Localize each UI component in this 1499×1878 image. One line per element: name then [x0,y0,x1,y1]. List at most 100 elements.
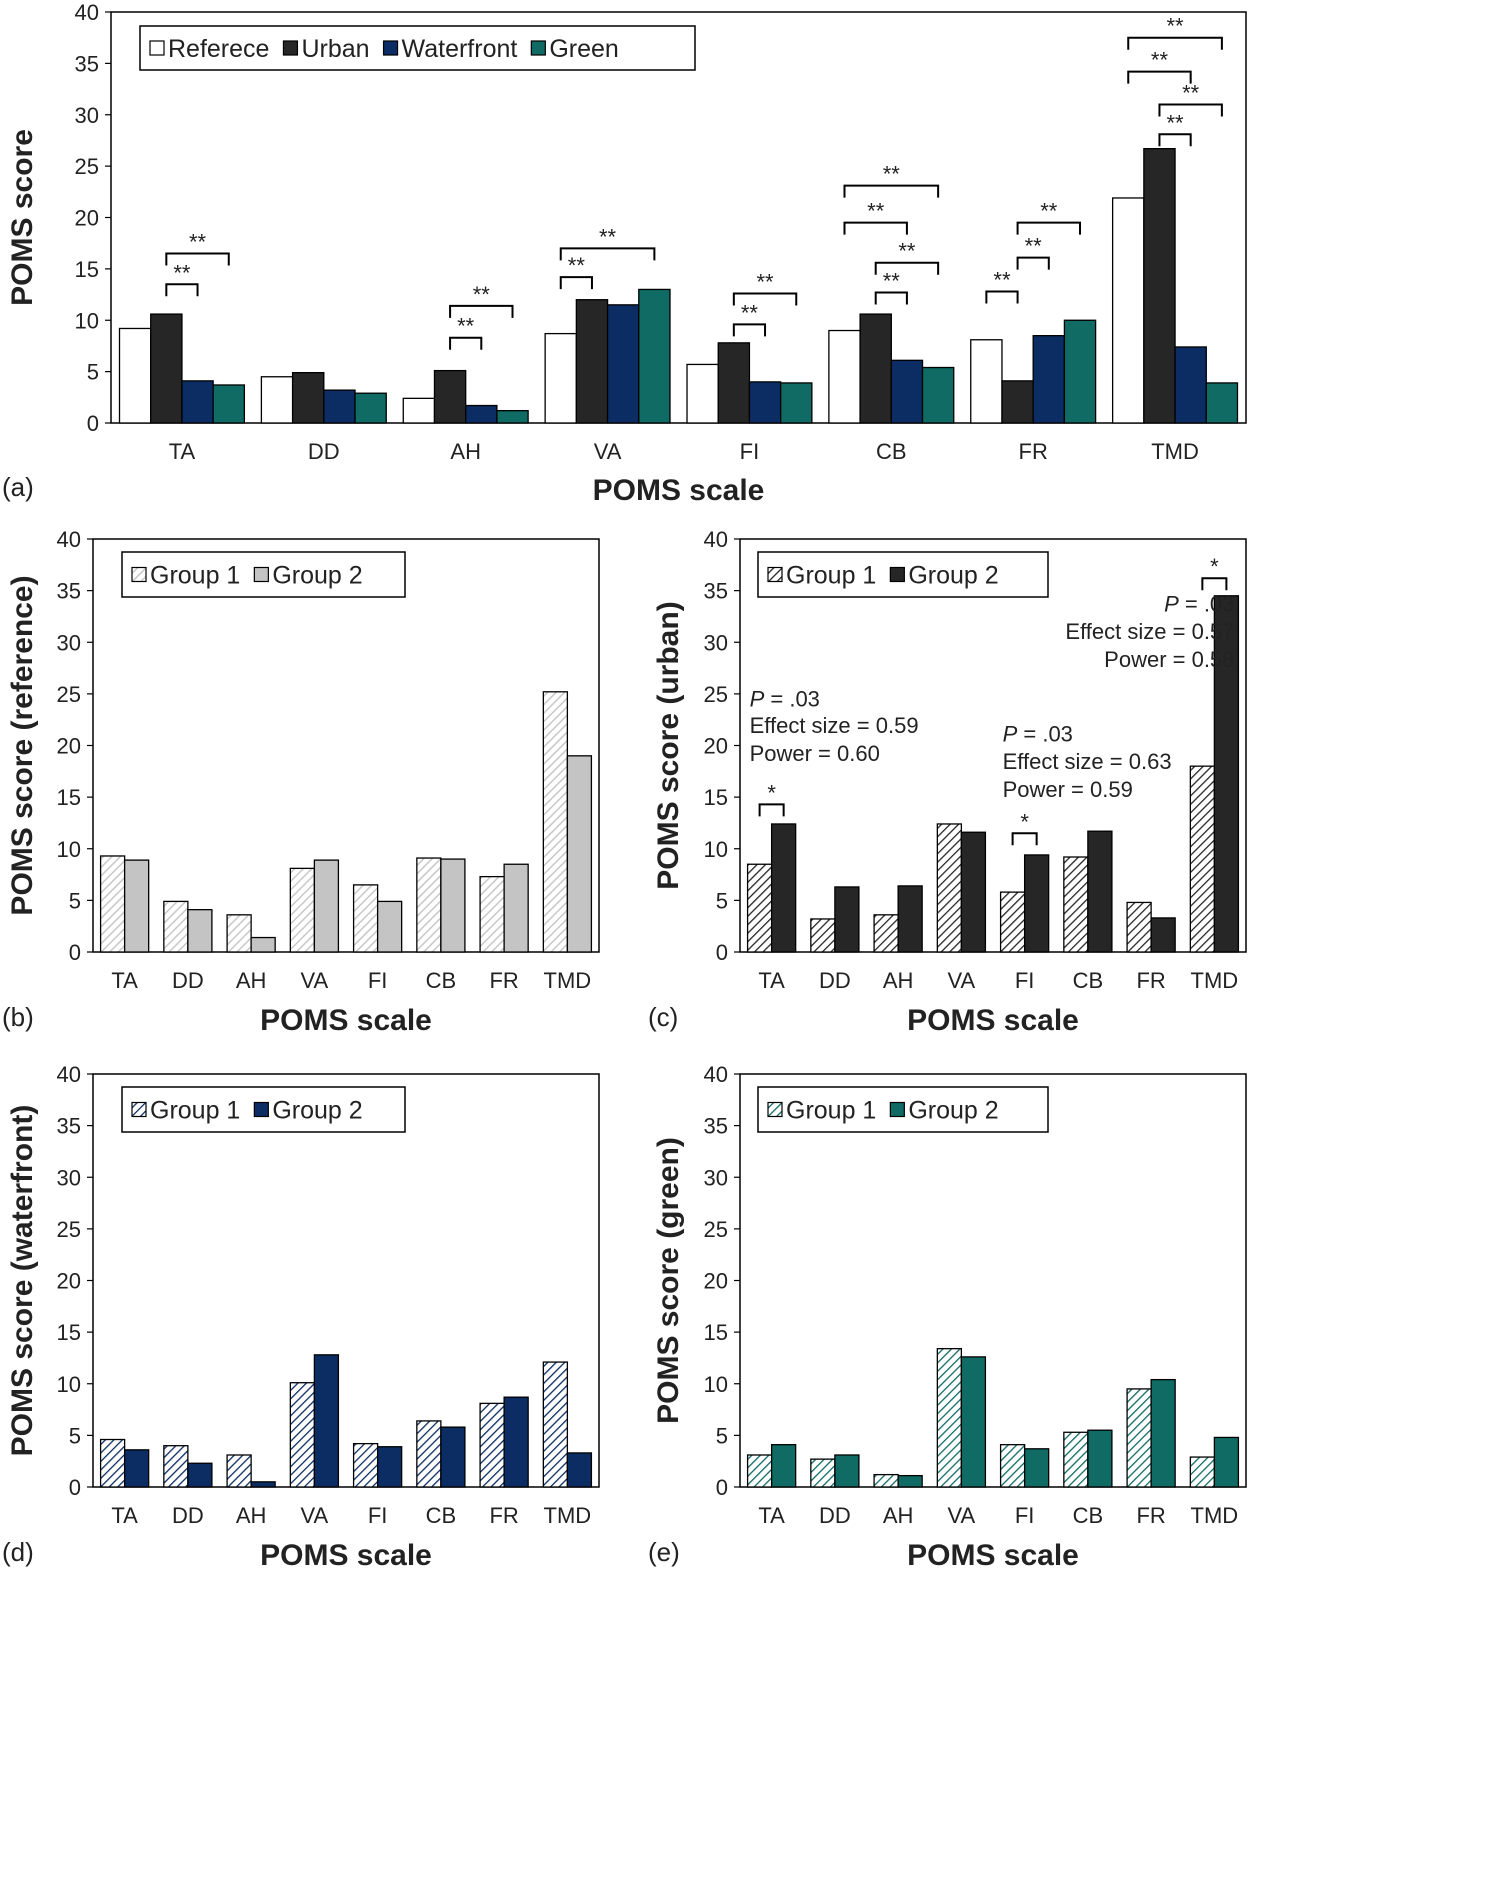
y-tick-label: 40 [57,1062,81,1087]
significance-bracket [1158,133,1192,147]
x-tick-label: FI [740,439,760,464]
bar-waterfront-fi [748,381,782,424]
x-tick-label: DD [819,1503,851,1528]
y-tick-label: 25 [75,154,99,179]
bar-group-2-cb [1087,1429,1113,1488]
significance-marker: ** [189,229,207,254]
bar-group-1-ta [746,863,773,953]
stat-annotation: Power = 0.59 [1003,777,1133,802]
chart-panel-b: 0 5 10 15 20 25 30 35 40 TA DD AH VA FI CB FR TMD Group 1… [2,527,600,1037]
bar-group-2-fr [503,1396,529,1488]
legend-label: Group 1 [786,562,876,590]
significance-marker: * [767,780,776,805]
y-tick-label: 15 [57,785,81,810]
bar-group-2-fr [1150,1378,1176,1488]
y-tick-label: 0 [69,940,81,965]
y-tick-label: 5 [716,888,728,913]
y-tick-label: 25 [704,682,728,707]
bar-group-1-ah [226,1454,252,1488]
significance-bracket [559,247,656,261]
bar-group-2-ah [250,936,276,953]
legend-label: Waterfront [402,35,518,63]
y-tick-label: 0 [716,940,728,965]
bar-group-2-ta [123,859,150,953]
significance-marker: ** [1151,48,1169,73]
bar-waterfront-va [606,304,640,424]
y-axis-title: POMS score (waterfront) [6,1105,39,1457]
bar-group-1-fi [352,884,379,953]
x-tick-label: TMD [1191,1503,1239,1528]
bar-group-2-dd [834,886,860,953]
legend-swatch [530,40,546,56]
chart-panel-a: 0 5 10 15 20 25 30 35 40 TA DD AH VA FI CB FR TMD ** ** ** *… [2,0,1247,507]
y-tick-label: 35 [75,51,99,76]
x-tick-label: CB [426,1503,457,1528]
y-tick-label: 30 [57,630,81,655]
bar-group-2-va [313,859,340,953]
bar-group-1-ah [226,914,252,953]
y-tick-label: 10 [704,1372,728,1397]
x-tick-label: AH [450,439,481,464]
x-tick-label: FI [368,1503,388,1528]
x-tick-label: DD [308,439,340,464]
y-tick-label: 20 [704,1269,728,1294]
stat-annotation: Effect size = 0.63 [1003,749,1172,774]
x-tick-label: FI [1015,1503,1035,1528]
bar-group-1-cb [1063,1431,1089,1488]
y-axis-title: POMS score (reference) [6,575,39,915]
legend-label: Urban [301,35,369,63]
significance-bracket [449,336,483,350]
x-axis-title: POMS scale [907,1004,1079,1037]
bar-urban-tmd [1143,148,1176,424]
bar-group-2-cb [1087,830,1113,953]
bar-group-1-dd [163,1445,189,1488]
bar-group-2-fr [1150,917,1176,953]
bar-group-1-va [936,823,963,953]
legend-swatch [282,40,299,56]
bar-group-2-va [960,831,987,953]
bar-green-dd [354,392,387,424]
bar-group-1-ah [873,1473,899,1488]
significance-bracket [1011,832,1038,846]
significance-marker: ** [1040,199,1058,224]
significance-marker: ** [1025,234,1043,259]
significance-bracket [843,184,940,198]
bar-waterfront-dd [323,389,356,424]
significance-bracket [874,261,940,275]
significance-bracket [843,221,908,235]
significance-marker: * [1020,809,1029,834]
legend-swatch [253,1101,269,1118]
y-tick-label: 15 [75,257,99,282]
bar-urban-va [575,299,609,424]
bar-group-1-dd [163,900,189,953]
y-tick-label: 35 [57,579,81,604]
legend-swatch [767,1101,783,1118]
x-axis-title: POMS scale [260,1539,432,1572]
bar-group-2-cb [440,1426,466,1488]
bar-group-2-fi [376,900,403,953]
y-tick-label: 35 [704,579,728,604]
panel-label: (c) [648,1002,678,1032]
x-tick-label: FR [1019,439,1048,464]
bar-urban-ah [433,369,467,424]
y-tick-label: 35 [57,1114,81,1139]
y-tick-label: 0 [716,1475,728,1500]
significance-marker: ** [457,314,475,339]
x-tick-label: AH [883,968,914,993]
bar-group-2-tmd [1213,595,1240,953]
bar-group-1-fr [1126,901,1152,953]
panel-label: (b) [2,1002,34,1032]
bar-group-1-tmd [542,691,569,953]
bar-group-1-tmd [542,1361,569,1488]
bar-group-1-ta [99,855,126,953]
significance-bracket [449,304,514,318]
x-tick-label: VA [948,1503,976,1528]
y-tick-label: 25 [57,1217,81,1242]
bar-group-2-va [960,1356,987,1488]
bar-group-1-tmd [1189,765,1216,953]
chart-panel-c: 0 5 10 15 20 25 30 35 40 TA DD AH VA FI CB FR TMD * * * P = … [648,527,1247,1037]
x-tick-label: TMD [544,968,592,993]
y-tick-label: 10 [75,308,99,333]
significance-bracket [165,283,199,297]
bar-group-2-fi [1023,854,1050,953]
